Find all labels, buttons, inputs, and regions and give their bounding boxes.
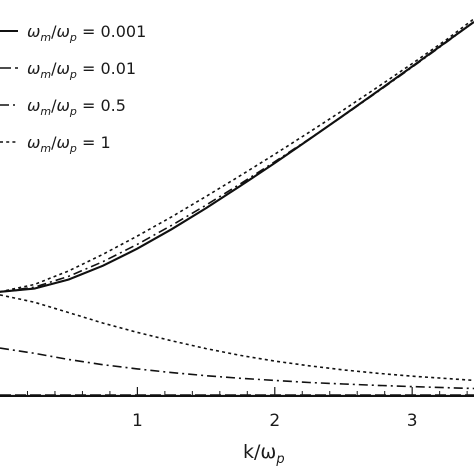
legend-entry: ωm/ωp = 0.5	[27, 96, 126, 118]
series-dotted	[0, 18, 474, 382]
x-ticks: 1 2 3	[26, 387, 468, 431]
legend-text-part: /	[51, 133, 57, 152]
legend-text-part: /	[51, 96, 57, 115]
legend-text-part: /	[51, 59, 57, 78]
legend-text-part: = 0.001	[77, 22, 146, 41]
legend-text-part: /	[51, 22, 57, 41]
legend-text-part: = 0.5	[77, 96, 126, 115]
legend-text-part: p	[69, 105, 77, 118]
legend-text-part: ω	[57, 22, 70, 41]
legend-entry: ωm/ωp = 1	[27, 133, 111, 155]
x-axis-label-sub: p	[275, 452, 284, 467]
legend-text-part: = 0.01	[77, 59, 136, 78]
legend-text-part: ω	[27, 133, 40, 152]
legend-entry: ωm/ωp = 0.001	[27, 22, 146, 44]
series-layer	[0, 18, 474, 397]
legend-text-part: ω	[57, 133, 70, 152]
series-line	[0, 21, 474, 293]
legend-text-part: m	[40, 142, 51, 155]
legend-text-part: p	[69, 142, 77, 155]
series-line	[0, 21, 474, 293]
legend-text-part: ω	[27, 22, 40, 41]
x-tick-label: 2	[269, 411, 280, 431]
legend-text-part: ω	[57, 59, 70, 78]
x-tick-label: 3	[407, 411, 418, 431]
legend-text-part: m	[40, 68, 51, 81]
series-dashdot	[0, 21, 474, 390]
legend-text-part: ω	[57, 96, 70, 115]
x-tick-label: 1	[132, 411, 143, 431]
legend-text-part: p	[69, 68, 77, 81]
legend-text-part: m	[40, 105, 51, 118]
series-line	[0, 347, 474, 390]
legend-text-part: p	[69, 31, 77, 44]
x-axis-label-main: k/ω	[243, 441, 276, 463]
series-line	[0, 21, 474, 293]
x-axis-label: k/ωp	[243, 441, 285, 467]
legend-text-part: m	[40, 31, 51, 44]
legend-text-part: ω	[27, 96, 40, 115]
legend-entry: ωm/ωp = 0.01	[27, 59, 136, 81]
legend-text-part: ω	[27, 59, 40, 78]
series-line	[0, 18, 474, 293]
series-line	[0, 294, 474, 382]
legend-text-part: = 1	[77, 133, 111, 152]
series-dashed	[0, 21, 474, 396]
